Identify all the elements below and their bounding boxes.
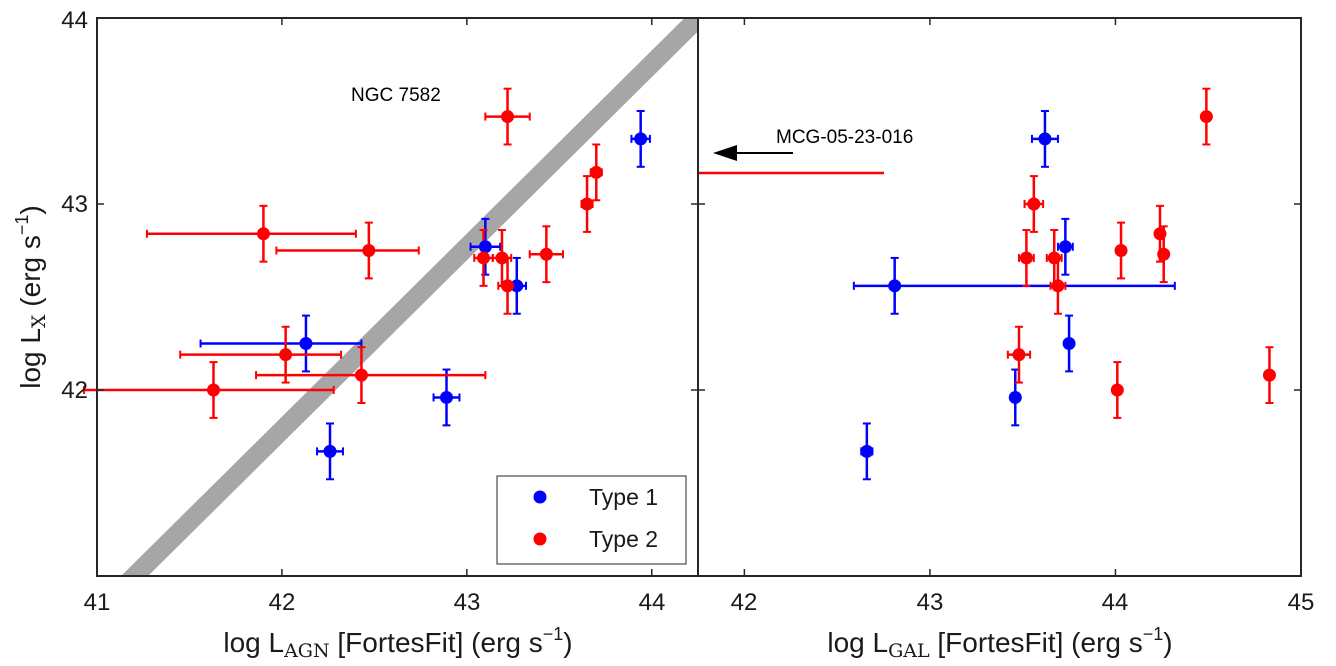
x-tick-label: 41 <box>84 589 111 616</box>
data-point-type2 <box>1019 251 1033 265</box>
relation-band <box>121 18 698 576</box>
x-tick-label: 44 <box>639 589 666 616</box>
legend: Type 1 Type 2 <box>496 475 687 565</box>
data-point-type2 <box>1153 227 1167 241</box>
left-panel: NGC 7582 Type 1 Type 2 <box>83 17 699 577</box>
right-x-axis-label: log LGAL [FortesFit] (erg s−1) <box>827 624 1172 662</box>
data-point-type1 <box>1008 390 1022 404</box>
legend-marker-type2 <box>533 532 547 546</box>
data-point-type1 <box>323 444 337 458</box>
y-tick-label: 42 <box>61 377 88 404</box>
data-point-type1 <box>299 337 313 350</box>
y-tick-labels: 42 43 44 <box>61 7 88 404</box>
right-ticks-layer <box>698 18 1301 576</box>
data-point-type2 <box>501 110 515 124</box>
right-x-tick-labels: 42 43 44 45 <box>731 589 1315 616</box>
right-plot-frame <box>697 17 1302 577</box>
left-ticks-layer <box>97 18 698 576</box>
left-x-tick-labels: 41 42 43 44 <box>84 589 666 616</box>
data-point-type2 <box>256 227 270 241</box>
legend-label-type2: Type 2 <box>589 526 658 552</box>
data-point-type2 <box>1027 197 1041 211</box>
legend-box <box>496 475 687 565</box>
data-point-type1 <box>860 444 874 458</box>
data-point-type2 <box>1199 110 1213 124</box>
data-point-type2 <box>1157 247 1171 261</box>
data-point-type1 <box>1058 240 1072 254</box>
data-point-type2 <box>1012 348 1026 362</box>
legend-marker-type1 <box>533 490 547 504</box>
data-point-type1 <box>1038 132 1052 146</box>
errorbar-type2 <box>145 204 357 263</box>
data-point-type2 <box>1110 383 1124 397</box>
data-point-type2 <box>580 197 594 211</box>
data-point-type2 <box>279 348 293 362</box>
x-tick-label: 45 <box>1288 589 1315 616</box>
relation-band-layer <box>121 18 698 576</box>
x-tick-label: 42 <box>731 589 758 616</box>
data-point-type2 <box>1047 251 1061 265</box>
errorbar-type2 <box>275 221 420 280</box>
data-point-type2 <box>495 251 509 265</box>
annotation-arrow-head <box>713 145 737 161</box>
legend-label-type1: Type 1 <box>589 484 658 510</box>
data-point-type2 <box>362 244 376 257</box>
data-point-type1 <box>510 279 524 293</box>
data-point-type2 <box>354 368 368 382</box>
y-tick-label: 44 <box>61 7 88 34</box>
errorbar-type2 <box>179 325 343 384</box>
right-markers-layer <box>860 110 1276 458</box>
x-tick-label: 43 <box>917 589 944 616</box>
data-point-type1 <box>440 390 454 404</box>
data-point-type2 <box>1051 279 1065 293</box>
data-point-type1 <box>888 279 902 293</box>
errorbar-type1 <box>852 256 1176 315</box>
data-point-type2 <box>589 165 603 179</box>
annotation-mcg-05-23-016: MCG-05-23-016 <box>776 127 913 148</box>
left-markers-layer <box>207 110 648 458</box>
x-tick-label: 44 <box>1102 589 1129 616</box>
data-point-type2 <box>476 251 490 265</box>
x-tick-label: 42 <box>269 589 296 616</box>
data-point-type2 <box>207 383 221 397</box>
data-point-type1 <box>478 240 492 254</box>
data-point-type1 <box>634 132 648 146</box>
x-tick-label: 43 <box>454 589 481 616</box>
annotation-ngc7582: NGC 7582 <box>351 85 441 106</box>
y-tick-label: 43 <box>61 191 88 218</box>
data-point-type1 <box>1062 337 1076 350</box>
y-axis-label: log LX (erg s−1) <box>12 205 50 388</box>
data-point-type2 <box>501 279 515 293</box>
data-point-type2 <box>1114 244 1128 257</box>
data-point-type2 <box>539 247 553 261</box>
data-point-type2 <box>1262 368 1276 382</box>
left-x-axis-label: log LAGN [FortesFit] (erg s−1) <box>223 624 572 662</box>
right-panel: MCG-05-23-016 <box>697 17 1302 577</box>
